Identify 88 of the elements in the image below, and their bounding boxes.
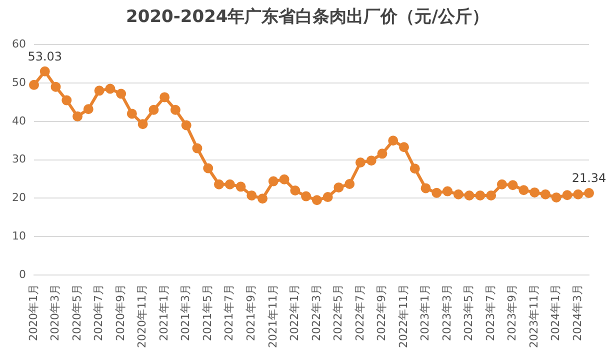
x-tick-label: 2024年3月 [570, 284, 584, 342]
point [312, 195, 322, 206]
point [268, 176, 278, 186]
point [420, 183, 431, 194]
point [279, 174, 290, 184]
point [334, 182, 344, 192]
point [453, 189, 464, 200]
point [355, 157, 366, 168]
x-tick-label: 2022年7月 [353, 284, 366, 342]
y-tick-label: 50 [12, 76, 26, 89]
point [170, 104, 180, 115]
x-tick-label: 2023年7月 [484, 284, 497, 342]
x-tick-label: 2023年3月 [440, 284, 454, 342]
point [518, 185, 529, 196]
x-tick-label: 2020年11月 [136, 284, 149, 348]
point [486, 190, 496, 201]
point [40, 66, 50, 76]
point [530, 187, 540, 198]
x-tick-label: 2020年1月 [26, 284, 40, 342]
point [138, 119, 148, 130]
x-tick-label: 2020年9月 [114, 284, 127, 342]
x-tick-label: 2021年5月 [200, 284, 214, 342]
x-tick-label: 2023年1月 [418, 284, 432, 342]
point [442, 186, 453, 196]
point [290, 186, 300, 196]
data-label: 21.34 [572, 171, 606, 186]
x-tick-label: 2022年11月 [396, 284, 410, 348]
y-tick-label: 40 [12, 114, 26, 128]
point [344, 179, 355, 189]
point [50, 82, 61, 92]
point [496, 179, 507, 190]
x-tick-label: 2023年9月 [506, 284, 519, 342]
point [366, 156, 376, 166]
point [551, 192, 562, 202]
x-tick-label: 2023年11月 [527, 284, 540, 348]
point [192, 143, 202, 154]
point [258, 194, 268, 204]
point [246, 190, 257, 201]
y-tick-label: 60 [12, 37, 26, 50]
x-tick-label: 2023年5月 [462, 284, 476, 342]
point [584, 188, 594, 198]
x-tick-label: 2021年7月 [222, 284, 236, 342]
x-tick-label: 2022年5月 [332, 284, 345, 342]
x-tick-label: 2024年1月 [549, 284, 562, 342]
point [224, 179, 235, 190]
y-tick-label: 0 [18, 268, 26, 281]
x-tick-label: 2021年9月 [244, 284, 258, 342]
point [62, 95, 72, 106]
point [410, 164, 420, 174]
x-tick-label: 2021年11月 [266, 284, 280, 348]
point [322, 192, 333, 202]
x-tick-label: 2021年3月 [179, 284, 192, 342]
point [540, 189, 550, 200]
x-tick-label: 2022年3月 [310, 284, 323, 342]
point [399, 142, 409, 152]
point [432, 188, 442, 198]
point [160, 92, 170, 102]
point [464, 190, 474, 201]
point [126, 108, 137, 119]
point [562, 190, 572, 200]
x-tick-label: 2020年7月 [92, 284, 106, 342]
point [377, 148, 388, 159]
data-label: 53.03 [28, 49, 62, 64]
point [28, 80, 39, 90]
point [105, 84, 116, 94]
point [203, 163, 214, 174]
point [508, 180, 518, 190]
x-tick-label: 2021年1月 [157, 284, 170, 342]
point [148, 104, 159, 115]
point [83, 104, 94, 114]
point [573, 189, 584, 200]
x-tick-label: 2022年9月 [375, 284, 388, 342]
point [72, 111, 83, 122]
point [116, 88, 126, 99]
y-tick-label: 30 [12, 152, 26, 166]
x-tick-label: 2020年5月 [70, 284, 84, 342]
point [236, 182, 246, 192]
x-tick-label: 2022年1月 [288, 284, 302, 342]
point [181, 120, 192, 130]
chart-title: 2020-2024年广东省白条肉出厂价（元/公斤） [125, 6, 490, 29]
point [94, 86, 104, 96]
y-tick-label: 20 [12, 191, 26, 204]
point [475, 190, 486, 201]
point [388, 136, 398, 146]
point [214, 179, 224, 190]
x-tick-label: 2020年3月 [48, 284, 62, 342]
y-tick-label: 10 [12, 229, 26, 242]
point [301, 191, 312, 202]
